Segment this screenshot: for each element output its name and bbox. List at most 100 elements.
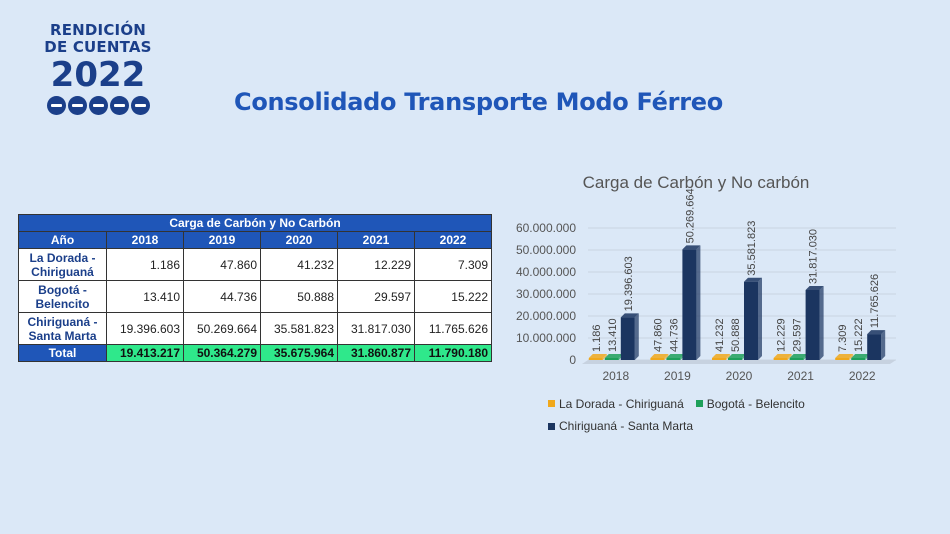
- rail-icon: [88, 96, 108, 115]
- bar-side: [726, 354, 730, 360]
- y-tick-label: 30.000.000: [516, 287, 576, 301]
- table-header: 2019: [183, 231, 261, 249]
- bar: [851, 358, 866, 360]
- bar-top: [789, 354, 808, 358]
- bar: [666, 358, 681, 360]
- bar-side: [849, 354, 854, 360]
- table-header: 2022: [414, 231, 492, 249]
- bar-top: [588, 354, 607, 358]
- y-tick-label: 20.000.000: [516, 309, 576, 323]
- transport-mode-icons: [36, 96, 160, 115]
- bar-side: [787, 354, 792, 360]
- bar: [604, 358, 619, 360]
- data-label: 19.396.603: [623, 256, 635, 311]
- data-label: 47.860: [652, 318, 664, 352]
- bar-top: [773, 354, 792, 358]
- bar-top: [835, 354, 854, 358]
- data-label: 13.410: [607, 318, 619, 352]
- logo-line-1: RENDICIÓN: [49, 21, 147, 39]
- bar-top: [867, 330, 886, 335]
- bar: [712, 358, 726, 360]
- bar: [835, 358, 850, 360]
- row-label: La Dorada - Chiriguaná: [18, 248, 107, 281]
- data-label: 44.736: [668, 318, 680, 352]
- data-label: 15.222: [853, 318, 865, 352]
- cargo-table: Carga de Carbón y No Carbón Año 2018 201…: [18, 214, 492, 362]
- legend-swatch: [695, 400, 703, 407]
- table-cell: 35.581.823: [260, 312, 338, 345]
- data-label: 41.232: [714, 318, 726, 352]
- bar: [620, 317, 635, 360]
- x-tick-label: 2019: [664, 369, 691, 383]
- bar-side: [881, 330, 886, 360]
- table-header: 2021: [337, 231, 415, 249]
- bar: [867, 334, 882, 360]
- table-row: La Dorada - Chiriguaná 1.186 47.860 41.2…: [18, 248, 492, 281]
- chart-legend: La Dorada - Chiriguaná Bogotá - Belencito…: [548, 396, 878, 441]
- bar-side: [634, 313, 639, 360]
- table-cell: 29.597: [337, 280, 415, 313]
- table-header: 2018: [106, 231, 184, 249]
- table-row: Chiriguaná - Santa Marta 19.396.603 50.2…: [18, 312, 492, 345]
- bar-side: [819, 286, 824, 360]
- total-label: Total: [18, 344, 107, 362]
- data-label: 7.309: [837, 324, 849, 352]
- river-icon: [130, 96, 150, 115]
- bar-side: [758, 277, 762, 360]
- total-cell: 50.364.279: [183, 344, 261, 362]
- row-label: Bogotá - Belencito: [18, 280, 107, 313]
- table-caption: Carga de Carbón y No Carbón: [18, 214, 492, 232]
- y-tick-label: 60.000.000: [516, 221, 576, 235]
- table-cell: 50.888: [260, 280, 338, 313]
- table-cell: 19.396.603: [106, 312, 184, 345]
- table-cell: 7.309: [414, 248, 492, 281]
- table-cell: 47.860: [183, 248, 261, 281]
- chart-title: Carga de Carbón y No carbón: [583, 173, 810, 192]
- table-cell: 12.229: [337, 248, 415, 281]
- y-tick-label: 40.000.000: [516, 265, 576, 279]
- total-cell: 11.790.180: [414, 344, 492, 362]
- bar-top: [682, 245, 701, 250]
- x-tick-label: 2022: [849, 369, 876, 383]
- chart-floor: [582, 360, 896, 364]
- bar-side: [696, 245, 701, 360]
- bar: [744, 281, 758, 360]
- bar-top: [650, 354, 669, 358]
- y-tick-label: 10.000.000: [516, 331, 576, 345]
- legend-label: La Dorada - Chiriguaná: [559, 396, 684, 411]
- table-cell: 13.410: [106, 280, 184, 313]
- table-cell: 1.186: [106, 248, 184, 281]
- legend-swatch: [548, 422, 555, 430]
- table-cell: 44.736: [183, 280, 261, 313]
- data-label: 35.581.823: [746, 221, 758, 276]
- logo-line-2: DE CUENTAS: [44, 38, 152, 56]
- y-tick-label: 0: [569, 353, 576, 367]
- table-cell: 31.817.030: [337, 312, 415, 345]
- table-cell: 11.765.626: [414, 312, 492, 345]
- bar-top: [728, 354, 746, 358]
- road-icon: [46, 96, 66, 115]
- port-icon: [109, 96, 129, 115]
- legend-label: Chiriguaná - Santa Marta: [559, 419, 694, 433]
- logo-year: 2022: [50, 55, 146, 95]
- table-cell: 41.232: [260, 248, 338, 281]
- bar-side: [664, 354, 669, 360]
- data-label: 12.229: [776, 318, 788, 352]
- data-label: 31.817.030: [808, 229, 820, 284]
- bar-top: [666, 354, 685, 358]
- data-label: 1.186: [591, 324, 603, 352]
- row-label: Chiriguaná - Santa Marta: [18, 312, 107, 345]
- total-cell: 35.675.964: [260, 344, 338, 362]
- legend-item: Bogotá - Belencito: [695, 396, 805, 411]
- bar: [728, 358, 742, 360]
- bar-top: [744, 277, 762, 282]
- bar-top: [805, 286, 824, 291]
- table-cell: 15.222: [414, 280, 492, 313]
- bar-top: [604, 354, 623, 358]
- legend-label: Bogotá - Belencito: [706, 396, 805, 411]
- total-cell: 31.860.877: [337, 344, 415, 362]
- bar: [650, 358, 665, 360]
- rendicion-logo: RENDICIÓN DE CUENTAS 2022: [36, 22, 160, 115]
- legend-item: Chiriguaná - Santa Marta: [548, 419, 693, 433]
- cargo-bar-chart: Carga de Carbón y No carbón 0 10.000.000 2…: [516, 173, 896, 383]
